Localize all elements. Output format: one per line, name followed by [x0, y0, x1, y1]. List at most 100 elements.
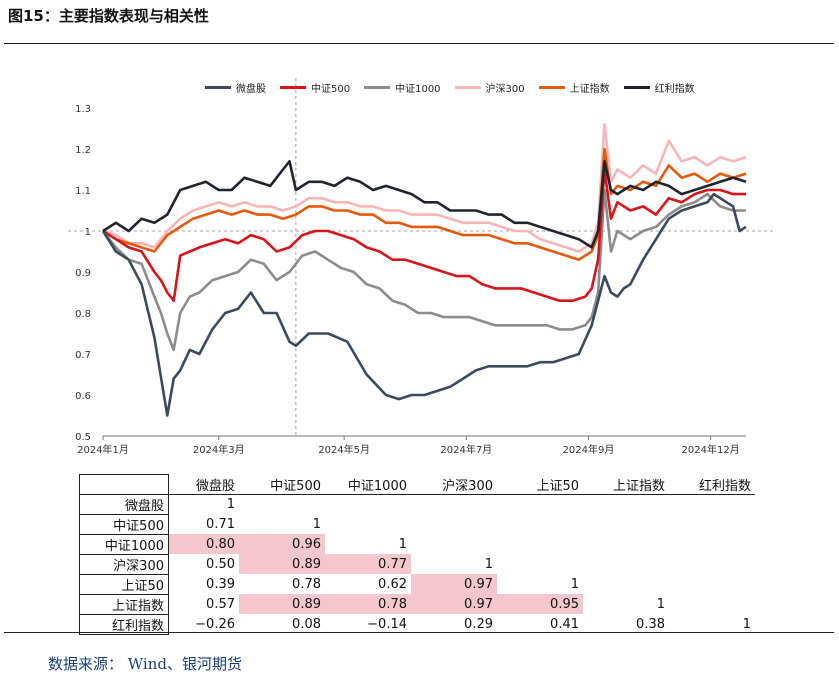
legend-label: 中证500 [311, 84, 351, 95]
series-line-上证指数 [102, 147, 747, 261]
series-line-红利指数 [102, 160, 747, 249]
table-row: 上证指数 0.57 0.89 0.78 0.97 0.95 1 [79, 593, 756, 615]
chart-legend: 微盘股 中证500 中证1000 沪深300 上证指数 红利指数 [205, 80, 709, 95]
x-tick-label: 2024年5月 [318, 443, 370, 456]
legend-label: 微盘股 [236, 84, 266, 95]
table-cell: 0.38 [636, 616, 665, 632]
legend-label: 上证指数 [569, 84, 610, 95]
legend-item: 微盘股 [205, 80, 266, 95]
table-cell: 0.80 [168, 534, 239, 554]
x-tick-label: 2024年7月 [440, 443, 492, 456]
table-cell [583, 554, 669, 574]
table-cell: 0.39 [206, 576, 235, 592]
legend-item: 中证500 [280, 80, 350, 95]
table-cell [583, 494, 669, 514]
y-tick-label: 0.5 [75, 432, 91, 443]
table-cell: 0.78 [292, 576, 321, 592]
y-tick-label: 0.9 [75, 268, 91, 279]
table-row: 微盘股 1 [79, 493, 756, 515]
x-tick-label: 2024年3月 [193, 443, 245, 456]
col-header: 上证50 [497, 474, 583, 495]
table-cell [325, 494, 411, 514]
legend-swatch [280, 86, 306, 89]
table-row: 沪深300 0.50 0.89 0.77 1 [79, 553, 756, 575]
table-row: 红利指数 −0.26 0.08 −0.14 0.29 0.41 0.38 1 [79, 613, 756, 635]
table-cell: 0.57 [206, 596, 235, 612]
table-cell [411, 494, 497, 514]
series-line-微盘股 [101, 192, 747, 417]
table-cell [325, 514, 411, 534]
table-cell: 0.50 [206, 556, 235, 572]
source-note: 数据来源： Wind、银河期货 [48, 655, 242, 673]
col-header: 中证500 [239, 474, 325, 495]
table-cell: 1 [656, 596, 665, 612]
row-label: 中证500 [79, 513, 169, 535]
table-cell: 1 [570, 576, 579, 592]
y-tick-label: 1 [85, 227, 91, 238]
col-header: 红利指数 [669, 474, 755, 495]
y-tick-label: 0.7 [75, 350, 91, 361]
table-cell [583, 534, 669, 554]
row-label: 红利指数 [79, 613, 169, 635]
correlation-table: 微盘股 中证500 中证1000 沪深300 上证50 上证指数 红利指数 微盘… [79, 474, 755, 635]
y-tick-label: 0.6 [75, 391, 91, 402]
table-cell [497, 494, 583, 514]
table-cell [669, 574, 755, 594]
legend-item: 中证1000 [364, 80, 441, 95]
table-cell: 0.41 [550, 616, 579, 632]
table-cell: 0.96 [239, 534, 325, 554]
table-row: 中证500 0.71 1 [79, 513, 756, 535]
table-cell: 0.08 [292, 616, 321, 632]
line-chart: 0.5 0.6 0.7 0.8 0.9 1 1.1 1.2 1.3 2024年1月 2024年3月 2… [68, 78, 776, 456]
legend-label: 中证1000 [395, 84, 441, 95]
top-rule [4, 43, 834, 44]
table-body: 微盘股 1 中证500 0.71 1 中证1000 0.80 0.96 1 沪深300 0.50 0.… [79, 493, 756, 635]
col-header: 微盘股 [168, 474, 239, 495]
x-tick-label: 2024年12月 [682, 443, 740, 456]
table-cell: 1 [484, 556, 493, 572]
legend-swatch [364, 86, 391, 89]
table-cell [239, 494, 325, 514]
table-cell: 0.89 [239, 594, 325, 614]
table-cell: −0.26 [195, 616, 235, 632]
table-cell [497, 514, 583, 534]
y-tick-label: 1.3 [75, 104, 91, 115]
y-tick-label: 1.2 [75, 145, 91, 156]
table-cell: 0.95 [497, 594, 583, 614]
legend-item: 沪深300 [454, 80, 525, 95]
table-cell [411, 534, 497, 554]
col-header: 上证指数 [583, 474, 669, 495]
table-cell: 0.29 [464, 616, 493, 632]
row-label: 中证1000 [79, 533, 169, 555]
col-header: 沪深300 [411, 474, 497, 495]
row-label: 微盘股 [79, 493, 169, 515]
series-line-中证1000 [101, 188, 746, 352]
row-label: 上证指数 [79, 593, 169, 615]
table-cell: 0.97 [411, 594, 497, 614]
table-cell [669, 494, 755, 514]
table-cell: 1 [742, 616, 751, 632]
row-label: 沪深300 [79, 553, 169, 575]
legend-label: 红利指数 [654, 84, 695, 95]
figure-title: 图15：主要指数表现与相关性 [8, 7, 209, 25]
table-row: 上证50 0.39 0.78 0.62 0.97 1 [79, 573, 756, 595]
table-cell [669, 514, 755, 534]
legend-swatch [623, 86, 650, 89]
table-cell: −0.14 [367, 616, 407, 632]
legend-swatch [205, 86, 231, 89]
table-cell: 0.71 [206, 516, 235, 532]
table-cell: 0.78 [325, 594, 411, 614]
table-cell [583, 574, 669, 594]
series-line-中证500 [102, 168, 746, 302]
bottom-rule [4, 632, 834, 633]
legend-swatch [538, 86, 565, 89]
table-header-row: 微盘股 中证500 中证1000 沪深300 上证50 上证指数 红利指数 [79, 474, 755, 495]
table-cell [583, 514, 669, 534]
legend-item: 上证指数 [538, 80, 610, 95]
y-tick-label: 0.8 [75, 309, 91, 320]
table-cell [669, 554, 755, 574]
header-corner [79, 474, 169, 495]
table-cell: 0.97 [411, 574, 497, 594]
table-cell [497, 554, 583, 574]
series-line-沪深300 [102, 123, 747, 253]
